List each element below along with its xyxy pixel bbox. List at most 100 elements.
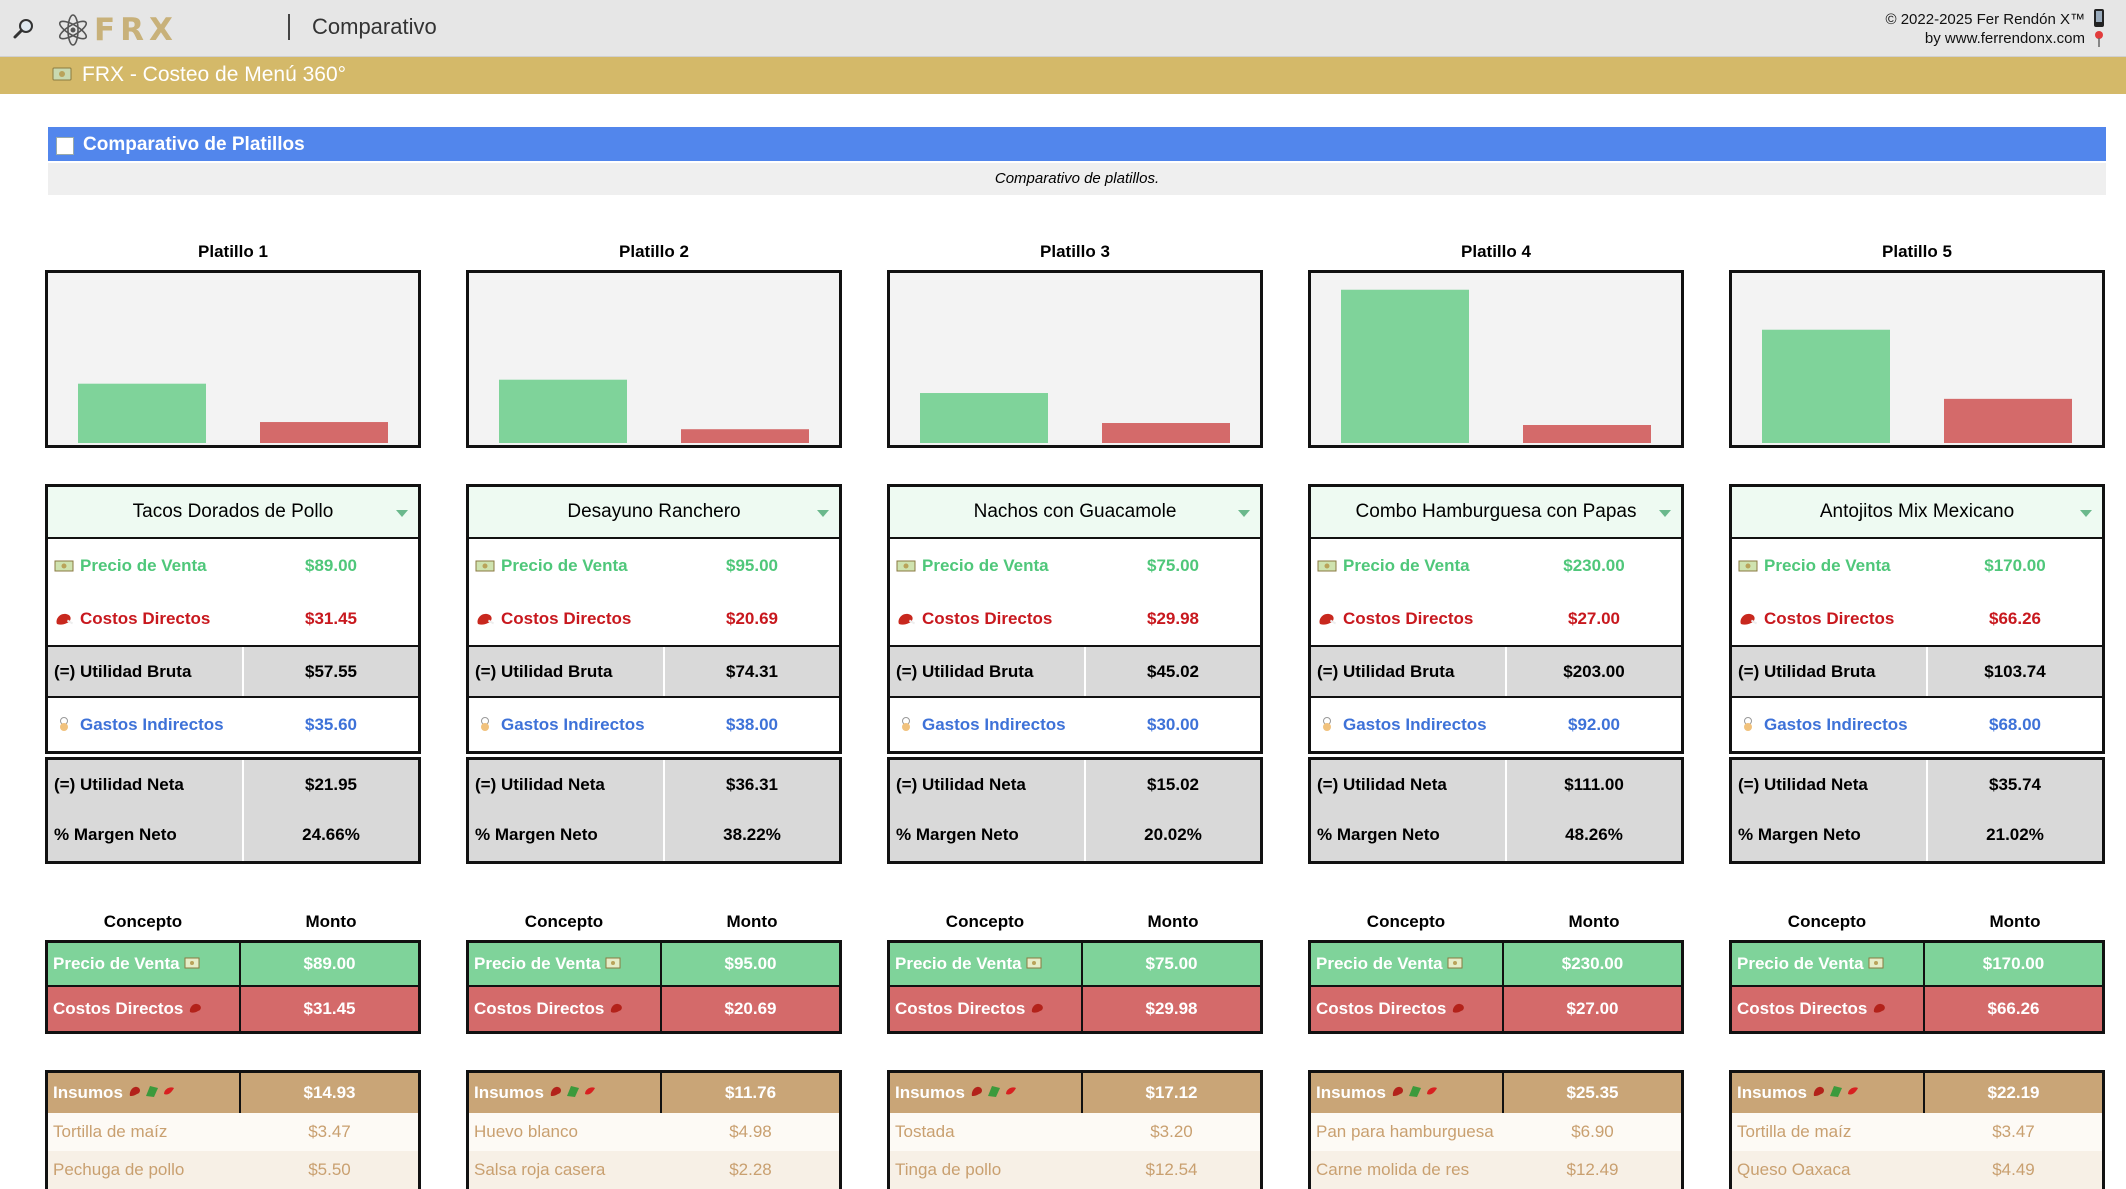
header-monto: Monto — [726, 912, 778, 931]
platillo-column-4: Platillo 4 Combo Hamburguesa con Papas P… — [1308, 236, 1684, 1189]
label-costos: Costos Directos — [80, 608, 211, 628]
row-costos: Costos Directos $66.26 — [1732, 592, 2102, 645]
list-item: Queso Oaxaca $4.49 — [1732, 1151, 2102, 1189]
meat-icon — [1317, 611, 1337, 627]
platillo-chart — [1729, 270, 2105, 448]
platillo-name: Combo Hamburguesa con Papas — [1355, 501, 1637, 522]
concepto-monto-header: Concepto Monto — [466, 904, 842, 940]
value-costos: $31.45 — [305, 608, 357, 628]
label-gastos: Gastos Indirectos — [80, 714, 224, 734]
copyright-line-2: by www.ferrendonx.com — [1924, 30, 2085, 47]
value-utilidad-bruta: $57.55 — [305, 661, 357, 681]
row-utilidad-bruta: (=) Utilidad Bruta $45.02 — [890, 645, 1260, 698]
insumo-name: Huevo blanco — [474, 1122, 578, 1141]
money-icon — [475, 558, 495, 574]
value-costos: $66.26 — [1989, 608, 2041, 628]
net-block: (=) Utilidad Neta $21.95 % Margen Neto 2… — [45, 757, 421, 864]
row-margen: % Margen Neto 20.02% — [890, 809, 1260, 861]
header-concepto: Concepto — [1366, 912, 1446, 931]
table-row: Costos Directos $31.45 — [48, 987, 418, 1031]
summary-card: Desayuno Ranchero Precio de Venta $95.00… — [466, 484, 842, 754]
insumo-name: Salsa roja casera — [474, 1160, 606, 1179]
value-costos: $27.00 — [1568, 608, 1620, 628]
label-utilidad-bruta: (=) Utilidad Bruta — [48, 647, 244, 696]
row-costos: Costos Directos $27.00 — [1311, 592, 1681, 645]
platillo-dropdown[interactable]: Desayuno Ranchero — [469, 487, 839, 539]
label-costos: Costos Directos — [1343, 608, 1474, 628]
concepto-monto-table: Precio de Venta $170.00 Costos Directos … — [1729, 940, 2105, 1034]
label-utilidad-neta: (=) Utilidad Neta — [890, 760, 1086, 809]
food-icons — [549, 1083, 599, 1103]
label-precio: Precio de Venta — [922, 555, 1049, 575]
insumo-name: Carne molida de res — [1316, 1160, 1470, 1179]
label-costos: Costos Directos — [922, 608, 1053, 628]
chevron-down-icon[interactable] — [396, 510, 408, 517]
insumo-name: Tortilla de maíz — [1737, 1122, 1852, 1141]
list-item: Carne molida de res $12.49 — [1311, 1151, 1681, 1189]
platillo-dropdown[interactable]: Nachos con Guacamole — [890, 487, 1260, 539]
label-utilidad-neta: (=) Utilidad Neta — [1732, 760, 1928, 809]
row-margen: % Margen Neto 24.66% — [48, 809, 418, 861]
list-item: Tortilla de maíz $3.47 — [48, 1113, 418, 1151]
insumo-name: Tortilla de maíz — [53, 1122, 168, 1141]
list-item: Huevo blanco $4.98 — [469, 1113, 839, 1151]
summary-card: Antojitos Mix Mexicano Precio de Venta $… — [1729, 484, 2105, 754]
money-icon — [1868, 954, 1884, 974]
table-row: Costos Directos $66.26 — [1732, 987, 2102, 1031]
bar-precio — [920, 393, 1048, 443]
row-utilidad-neta: (=) Utilidad Neta $36.31 — [469, 757, 839, 809]
header-concepto: Concepto — [945, 912, 1025, 931]
title-separator — [288, 14, 290, 40]
insumo-value: $2.28 — [729, 1160, 772, 1179]
concepto-monto-table: Precio de Venta $89.00 Costos Directos $… — [45, 940, 421, 1034]
insumos-label: Insumos — [474, 1083, 544, 1102]
row-utilidad-bruta: (=) Utilidad Bruta $74.31 — [469, 645, 839, 698]
platillo-dropdown[interactable]: Antojitos Mix Mexicano — [1732, 487, 2102, 539]
concepto-costos: Costos Directos — [895, 999, 1026, 1018]
row-precio: Precio de Venta $95.00 — [469, 539, 839, 592]
food-icons — [1812, 1083, 1862, 1103]
note-icon — [56, 137, 74, 155]
header-concepto: Concepto — [1787, 912, 1867, 931]
bar-precio — [499, 379, 627, 443]
money-icon — [52, 67, 72, 81]
value-utilidad-neta: $36.31 — [726, 774, 778, 794]
row-margen: % Margen Neto 21.02% — [1732, 809, 2102, 861]
chevron-down-icon[interactable] — [1659, 510, 1671, 517]
chevron-down-icon[interactable] — [2080, 510, 2092, 517]
row-costos: Costos Directos $20.69 — [469, 592, 839, 645]
insumo-name: Tostada — [895, 1122, 955, 1141]
chevron-down-icon[interactable] — [1238, 510, 1250, 517]
insumos-label: Insumos — [895, 1083, 965, 1102]
bar-costos — [260, 422, 388, 443]
label-gastos: Gastos Indirectos — [501, 714, 645, 734]
concepto-precio: Precio de Venta — [474, 954, 601, 973]
insumo-value: $12.54 — [1145, 1160, 1198, 1179]
row-gastos: Gastos Indirectos $68.00 — [1732, 698, 2102, 751]
money-icon — [896, 558, 916, 574]
platillo-dropdown[interactable]: Tacos Dorados de Pollo — [48, 487, 418, 539]
search-icon[interactable] — [12, 17, 36, 41]
concepto-monto-header: Concepto Monto — [45, 904, 421, 940]
platillo-title: Platillo 4 — [1461, 242, 1531, 261]
header-monto: Monto — [305, 912, 357, 931]
chevron-down-icon[interactable] — [817, 510, 829, 517]
value-utilidad-bruta: $45.02 — [1147, 661, 1199, 681]
section-subtitle: Comparativo de platillos. — [48, 163, 2106, 195]
insumo-value: $4.98 — [729, 1122, 772, 1141]
bar-chart-svg — [1762, 329, 2072, 443]
chef-icon — [1738, 716, 1758, 733]
concepto-precio: Precio de Venta — [895, 954, 1022, 973]
insumo-name: Queso Oaxaca — [1737, 1160, 1851, 1179]
platillo-dropdown[interactable]: Combo Hamburguesa con Papas — [1311, 487, 1681, 539]
bar-precio — [1341, 289, 1469, 443]
insumos-table: Insumos $17.12 Tostada $3.20 Tinga de po… — [887, 1070, 1263, 1189]
meat-icon — [188, 999, 204, 1019]
concepto-costos: Costos Directos — [1316, 999, 1447, 1018]
net-block: (=) Utilidad Neta $36.31 % Margen Neto 3… — [466, 757, 842, 864]
chef-icon — [896, 716, 916, 733]
label-margen: % Margen Neto — [890, 809, 1086, 861]
header-monto: Monto — [1989, 912, 2041, 931]
concepto-monto-table: Precio de Venta $95.00 Costos Directos $… — [466, 940, 842, 1034]
label-precio: Precio de Venta — [1343, 555, 1470, 575]
